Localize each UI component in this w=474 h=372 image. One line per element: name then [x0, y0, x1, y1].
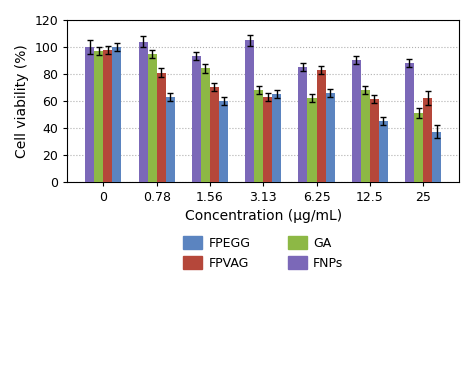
Bar	[219, 101, 228, 182]
Bar	[192, 56, 201, 182]
X-axis label: Concentration (μg/mL): Concentration (μg/mL)	[185, 209, 342, 223]
Bar	[432, 132, 441, 182]
Bar	[414, 113, 423, 182]
Bar	[308, 98, 317, 182]
Bar	[85, 47, 94, 182]
Bar	[405, 63, 414, 182]
Bar	[361, 90, 370, 182]
Bar	[138, 42, 147, 182]
Bar	[423, 98, 432, 182]
Bar	[94, 51, 103, 182]
Bar	[201, 68, 210, 182]
Bar	[210, 87, 219, 182]
Bar	[112, 47, 121, 182]
Y-axis label: Cell viability (%): Cell viability (%)	[15, 44, 29, 158]
Bar	[317, 70, 326, 182]
Bar	[254, 90, 263, 182]
Bar	[147, 54, 157, 182]
Bar	[352, 60, 361, 182]
Bar	[379, 121, 388, 182]
Bar	[299, 67, 308, 182]
Bar	[272, 94, 282, 182]
Bar	[326, 93, 335, 182]
Bar	[166, 97, 175, 182]
Bar	[263, 97, 272, 182]
Bar	[103, 49, 112, 182]
Legend: FPEGG, FPVAG, GA, FNPs: FPEGG, FPVAG, GA, FNPs	[178, 231, 348, 275]
Bar	[245, 40, 254, 182]
Bar	[157, 73, 166, 182]
Bar	[370, 99, 379, 182]
